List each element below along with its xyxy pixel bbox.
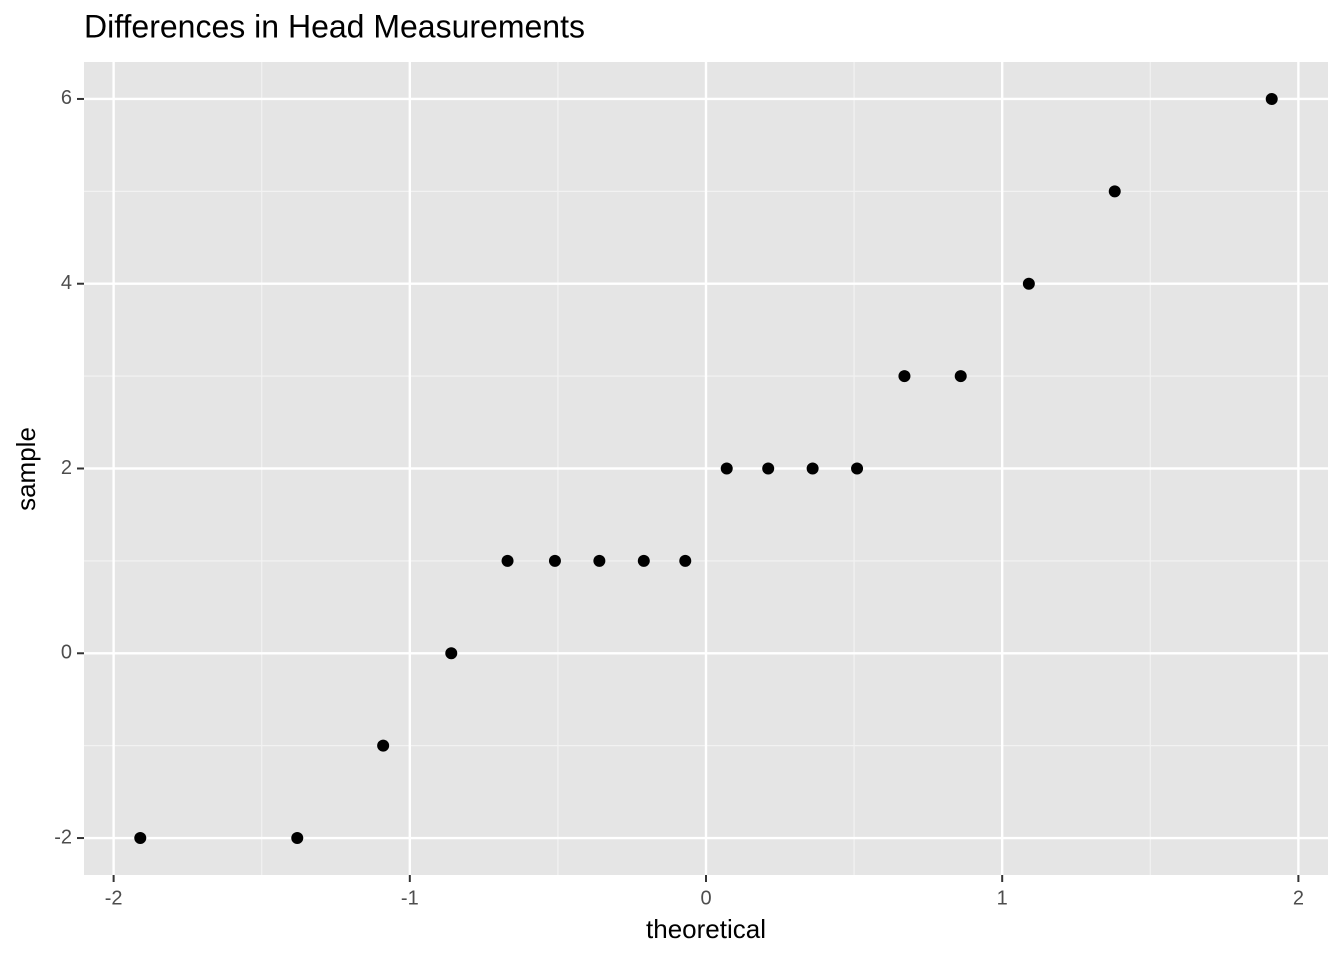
point	[762, 462, 775, 475]
point	[134, 832, 147, 845]
point	[548, 554, 561, 567]
y-tick-label: 6	[61, 87, 72, 109]
x-tick-label: -1	[401, 887, 419, 909]
point	[720, 462, 733, 475]
point	[954, 370, 967, 383]
point	[291, 832, 304, 845]
x-tick-label: -2	[105, 887, 123, 909]
y-tick-label: -2	[54, 826, 72, 848]
point	[1022, 277, 1035, 290]
y-axis-label: sample	[11, 427, 41, 511]
point	[679, 554, 692, 567]
x-tick-label: 0	[700, 887, 711, 909]
point	[377, 739, 390, 752]
point	[1265, 92, 1278, 105]
point	[637, 554, 650, 567]
chart-title: Differences in Head Measurements	[84, 8, 585, 44]
point	[898, 370, 911, 383]
x-tick-label: 2	[1293, 887, 1304, 909]
point	[501, 554, 514, 567]
x-tick-label: 1	[997, 887, 1008, 909]
point	[1108, 185, 1121, 198]
point	[445, 647, 458, 660]
point	[806, 462, 819, 475]
point	[593, 554, 606, 567]
x-axis-label: theoretical	[646, 914, 766, 944]
y-tick-label: 4	[61, 272, 72, 294]
point	[851, 462, 864, 475]
y-tick-label: 0	[61, 642, 72, 664]
y-tick-label: 2	[61, 457, 72, 479]
